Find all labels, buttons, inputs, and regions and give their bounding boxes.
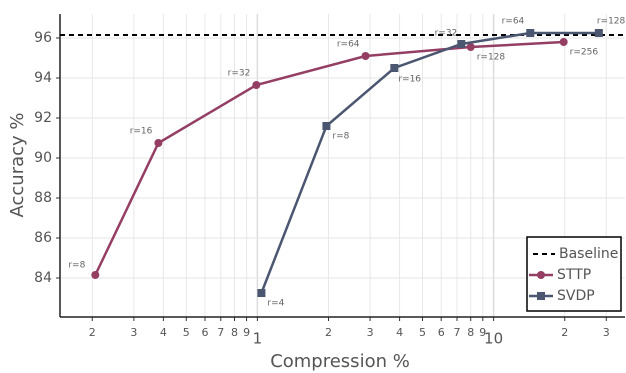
x-tick-label: 3 [367,326,374,339]
data-label: r=16 [398,75,421,85]
y-tick-label: 84 [34,270,52,286]
data-label: r=64 [502,17,525,27]
x-tick-label: 3 [603,326,610,339]
legend: Baseline STTP SVDP [526,236,622,312]
data-label: r=256 [570,48,599,58]
marker [91,271,100,279]
data-label: r=128 [597,17,626,27]
data-label: r=64 [337,40,360,50]
legend-marker [537,271,545,279]
x-tick-label: 4 [160,326,167,339]
x-tick-label: 10 [484,330,503,348]
y-tick-label: 90 [34,150,52,166]
marker [466,43,475,51]
x-tick-label: 7 [217,326,224,339]
data-label: r=8 [332,132,349,142]
x-tick-label: 3 [130,326,137,339]
marker [252,81,261,89]
x-tick-label: 2 [89,326,96,339]
marker [390,64,399,72]
y-tick-label: 94 [34,70,52,86]
x-tick-label: 4 [396,326,403,339]
marker [361,52,370,60]
series-line [260,31,599,294]
x-tick-label: 5 [419,326,426,339]
legend-label: Baseline [559,246,618,262]
legend-label: SVDP [557,288,595,304]
x-tick-label: 6 [201,326,208,339]
data-label: r=4 [267,299,284,309]
marker [257,289,266,297]
y-tick-label: 88 [34,190,52,206]
x-tick-label: 1 [253,330,263,348]
x-tick-label: 9 [243,326,250,339]
x-axis-label: Compression % [270,351,410,372]
marker [559,38,568,46]
y-tick-label: 96 [34,30,52,46]
legend-label: STTP [557,267,591,283]
data-label: r=128 [477,53,506,63]
data-label: r=32 [435,29,458,39]
legend-marker [537,292,545,300]
y-tick-label: 92 [34,110,52,126]
marker [526,29,535,37]
x-tick-label: 2 [561,326,568,339]
data-label: r=16 [130,127,153,137]
y-axis-label: Accuracy % [7,112,28,217]
x-tick-label: 9 [479,326,486,339]
x-tick-label: 8 [467,326,474,339]
marker [154,139,163,147]
marker [457,40,466,48]
x-tick-label: 6 [438,326,445,339]
x-tick-label: 7 [454,326,461,339]
y-tick-label: 86 [34,230,52,246]
x-tick-label: 2 [325,326,332,339]
x-tick-label: 5 [183,326,190,339]
series-line [94,40,564,276]
x-tick-label: 8 [231,326,238,339]
marker [322,122,331,130]
data-label: r=32 [228,69,251,79]
data-label: r=8 [68,261,85,271]
marker [594,29,603,37]
